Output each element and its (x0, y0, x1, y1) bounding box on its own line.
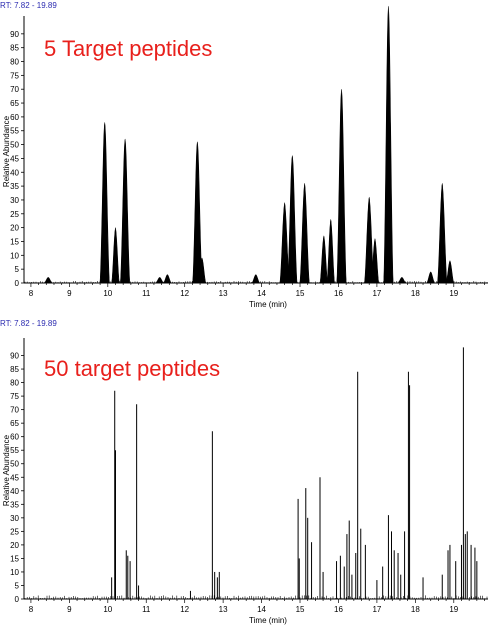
y-tick-label: 0 (15, 279, 20, 288)
x-tick-label: 13 (219, 605, 228, 614)
y-tick-label: 20 (10, 224, 19, 233)
chromatogram-peak (426, 271, 436, 284)
x-tick-label: 17 (372, 289, 381, 298)
y-tick-label: 40 (10, 168, 19, 177)
rt-range-label: RT: 7.82 - 19.89 (0, 319, 57, 328)
y-tick-label: 85 (10, 44, 19, 53)
y-tick-label: 90 (10, 30, 19, 39)
y-tick-label: 5 (15, 265, 20, 274)
chromatogram-peak (299, 183, 311, 284)
x-tick-label: 14 (257, 605, 266, 614)
y-tick-label: 90 (10, 352, 19, 361)
x-tick-label: 9 (67, 605, 72, 614)
y-tick-label: 35 (10, 500, 19, 509)
x-tick-label: 16 (334, 605, 343, 614)
y-tick-label: 65 (10, 99, 19, 108)
y-tick-label: 5 (15, 581, 20, 590)
x-tick-label: 15 (296, 605, 305, 614)
rt-range-label: RT: 7.82 - 19.89 (0, 1, 57, 10)
y-tick-label: 80 (10, 58, 19, 67)
x-axis-label: Time (min) (249, 616, 287, 625)
chart-peaks (43, 5, 455, 284)
chart-annotation: 5 Target peptides (44, 36, 213, 61)
y-tick-label: 15 (10, 554, 19, 563)
chart-top: RT: 7.82 - 19.89 0 5 10 15 20 25 30 35 40 45 50 55 6… (0, 0, 491, 312)
y-tick-label: 75 (10, 71, 19, 80)
x-tick-label: 17 (372, 605, 381, 614)
y-tick-label: 70 (10, 85, 19, 94)
y-tick-label: 10 (10, 251, 19, 260)
y-tick-label: 65 (10, 419, 19, 428)
y-tick-label: 0 (15, 595, 20, 604)
y-tick-label: 85 (10, 365, 19, 374)
y-tick-label: 25 (10, 210, 19, 219)
chromatogram-peak (336, 88, 347, 284)
y-tick-label: 55 (10, 127, 19, 136)
chromatogram-peak (286, 155, 298, 284)
y-tick-label: 10 (10, 568, 19, 577)
x-tick-label: 18 (411, 289, 420, 298)
chromatogram-peak (119, 138, 131, 284)
x-tick-label: 18 (411, 605, 420, 614)
chromatogram-peak (163, 274, 172, 284)
y-tick-label: 20 (10, 541, 19, 550)
chromatogram-peak (111, 227, 120, 284)
baseline-noise (24, 595, 488, 599)
x-tick-label: 11 (142, 605, 151, 614)
chart-annotation: 50 target peptides (44, 356, 221, 381)
chromatogram-peak (99, 122, 111, 284)
x-tick-label: 11 (142, 289, 151, 298)
y-tick-label: 15 (10, 237, 19, 246)
y-tick-label: 55 (10, 446, 19, 455)
x-tick-label: 19 (449, 289, 458, 298)
x-tick-label: 12 (180, 289, 189, 298)
x-tick-label: 13 (219, 289, 228, 298)
chromatogram-peak (436, 183, 448, 284)
y-tick-label: 35 (10, 182, 19, 191)
x-tick-label: 10 (103, 289, 112, 298)
y-tick-label: 45 (10, 473, 19, 482)
y-tick-label: 30 (10, 196, 19, 205)
y-tick-label: 60 (10, 113, 19, 122)
chart-peaks (111, 347, 478, 599)
x-tick-label: 16 (334, 289, 343, 298)
x-tick-label: 15 (296, 289, 305, 298)
chart-bottom-plot: 0 5 10 15 20 25 30 35 40 45 50 55 60 65 70 75 80 85 90 8 9 10… (2, 338, 488, 625)
chromatogram-peak (383, 5, 394, 284)
x-tick-label: 12 (180, 605, 189, 614)
x-tick-label: 9 (67, 289, 72, 298)
y-tick-label: 80 (10, 379, 19, 388)
x-tick-label: 14 (257, 289, 266, 298)
y-tick-label: 70 (10, 406, 19, 415)
chromatogram-peak (445, 260, 455, 284)
chromatogram-peak (319, 235, 329, 284)
x-axis-label: Time (min) (249, 300, 287, 309)
chromatogram-peak (370, 238, 380, 284)
y-tick-label: 50 (10, 460, 19, 469)
y-axis-label: Relative Abundance (2, 434, 11, 506)
x-tick-label: 19 (449, 605, 458, 614)
y-tick-label: 40 (10, 487, 19, 496)
chart-top-plot: 0 5 10 15 20 25 30 35 40 45 50 55 60 65 70 75 80 85 90 8 9 10… (2, 5, 488, 309)
chart-bottom: RT: 7.82 - 19.89 0 5 10 15 20 25 30 35 40 45 50 55 6… (0, 318, 491, 627)
y-tick-label: 30 (10, 514, 19, 523)
y-tick-label: 45 (10, 154, 19, 163)
chromatogram-peak (251, 274, 261, 284)
y-tick-label: 75 (10, 392, 19, 401)
chromatogram-peak (326, 219, 336, 284)
y-tick-label: 60 (10, 433, 19, 442)
y-tick-label: 50 (10, 141, 19, 150)
chromatogram-peak (197, 257, 207, 284)
y-axis-label: Relative Abundance (2, 115, 11, 187)
x-tick-label: 10 (103, 605, 112, 614)
x-tick-label: 8 (29, 605, 34, 614)
y-tick-label: 25 (10, 527, 19, 536)
x-tick-label: 8 (29, 289, 34, 298)
